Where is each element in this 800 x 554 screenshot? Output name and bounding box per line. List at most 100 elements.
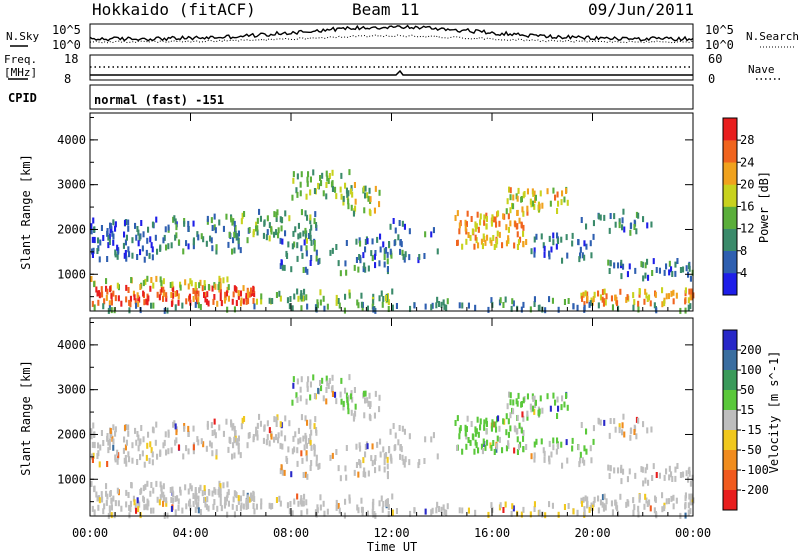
power-colorbar-label: Power [dB]: [757, 171, 771, 243]
velocity-cell: [502, 507, 505, 513]
power-cell: [456, 210, 459, 217]
velocity-cell: [248, 432, 251, 438]
velocity-cell: [479, 418, 482, 425]
velocity-cell: [138, 440, 141, 447]
velocity-colorbar-swatch: [723, 330, 737, 351]
power-cell: [520, 196, 523, 203]
velocity-cell: [577, 444, 580, 451]
velocity-cell: [557, 405, 560, 412]
velocity-cell: [373, 458, 376, 465]
power-cell: [150, 302, 153, 309]
power-cell: [155, 275, 158, 282]
velocity-cell: [357, 471, 360, 478]
velocity-cell: [106, 461, 109, 467]
velocity-cell: [551, 502, 554, 509]
velocity-cell: [670, 471, 673, 478]
velocity-cell: [242, 503, 245, 510]
velocity-cell: [123, 436, 126, 443]
power-cell: [685, 265, 688, 272]
power-cell: [635, 228, 638, 235]
velocity-cell: [446, 503, 449, 510]
velocity-cell: [650, 426, 653, 433]
velocity-cell: [597, 507, 600, 514]
power-cell: [621, 217, 624, 224]
power-cell: [106, 256, 109, 262]
velocity-cell: [417, 462, 420, 469]
velocity-cell: [533, 506, 536, 512]
power-cell: [589, 240, 592, 247]
velocity-cell: [142, 485, 145, 492]
velocity-cell: [369, 401, 372, 408]
power-cell: [655, 267, 658, 273]
power-cell: [162, 286, 165, 293]
power-cell: [369, 196, 372, 203]
power-cell: [270, 228, 273, 235]
power-cell: [143, 256, 146, 263]
velocity-cell: [342, 400, 345, 407]
velocity-cell: [347, 403, 350, 410]
velocity-cell: [368, 392, 371, 399]
power-cell: [356, 299, 359, 306]
power-cell: [599, 214, 602, 221]
power-cell: [305, 245, 308, 252]
velocity-cell: [151, 451, 154, 458]
velocity-cell: [245, 503, 248, 510]
power-cell: [262, 232, 265, 239]
power-cell: [125, 255, 128, 262]
velocity-cell: [163, 439, 166, 446]
velocity-cell: [111, 435, 114, 442]
power-cell: [172, 292, 175, 299]
power-cell: [220, 300, 223, 307]
velocity-cell: [300, 414, 303, 421]
velocity-cell: [522, 506, 525, 513]
power-colorbar-tick-label: 24: [740, 155, 754, 169]
power-cell: [386, 251, 389, 258]
velocity-cell: [337, 465, 340, 472]
nave-label: Nave: [748, 63, 775, 76]
velocity-cell: [386, 463, 389, 470]
velocity-cell: [618, 427, 621, 434]
velocity-cell: [285, 455, 288, 462]
velocity-cell: [609, 418, 612, 424]
power-cell: [219, 283, 222, 290]
velocity-cell: [608, 432, 611, 439]
velocity-cell: [117, 489, 120, 496]
velocity-cell: [364, 444, 367, 450]
velocity-cell: [520, 511, 523, 518]
velocity-cell: [635, 433, 638, 440]
power-cell: [386, 258, 389, 265]
power-cell: [313, 218, 316, 225]
velocity-cell: [151, 459, 154, 466]
power-cell: [477, 226, 480, 233]
velocity-cell: [384, 452, 387, 459]
power-cell: [592, 220, 595, 227]
velocity-cell: [644, 477, 647, 484]
velocity-cell: [641, 466, 644, 473]
power-cell: [328, 173, 331, 179]
power-cell: [344, 293, 347, 300]
power-cell: [96, 248, 99, 254]
power-cell: [603, 288, 606, 295]
power-cell: [147, 295, 150, 302]
velocity-cell: [197, 507, 200, 514]
velocity-cell: [533, 441, 536, 448]
power-cell: [192, 288, 195, 294]
velocity-cell: [362, 471, 365, 478]
power-cell: [305, 193, 308, 200]
velocity-cell: [92, 422, 95, 429]
velocity-cell: [533, 408, 536, 415]
velocity-colorbar-swatch: [723, 350, 737, 371]
power-cell: [303, 288, 306, 295]
velocity-cell: [583, 509, 586, 516]
velocity-cell: [258, 413, 261, 420]
power-cell: [222, 277, 225, 284]
power-cell: [671, 271, 674, 277]
velocity-cell: [621, 429, 624, 436]
power-cell: [464, 219, 467, 226]
velocity-cell: [352, 415, 355, 422]
velocity-cell: [124, 455, 127, 461]
velocity-cell: [192, 444, 195, 451]
velocity-cell: [209, 440, 212, 447]
velocity-cell: [502, 418, 505, 425]
